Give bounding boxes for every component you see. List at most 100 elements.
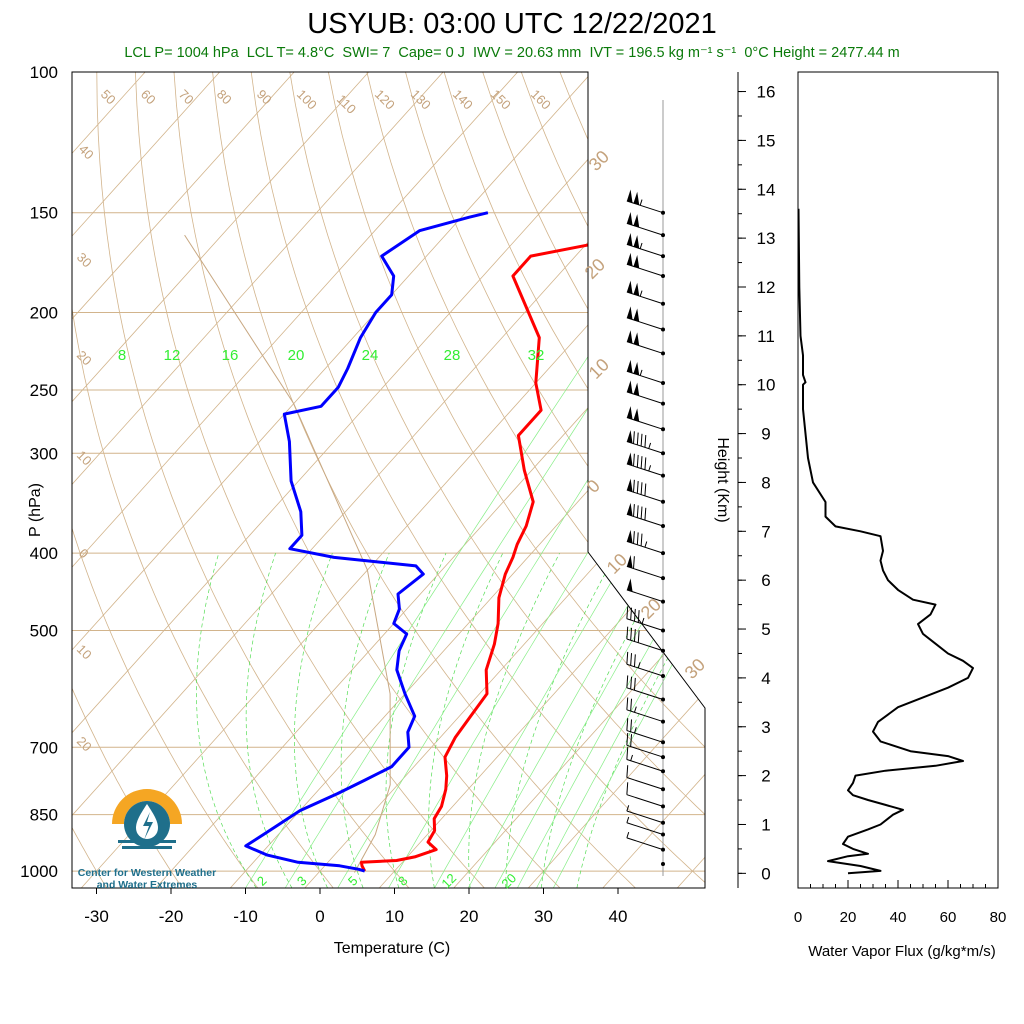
height-tick-label: 12 (757, 278, 776, 297)
dry-adiabat-label: 60 (138, 87, 159, 108)
y-tick-label: 500 (30, 622, 58, 641)
dry-adiabat-line (173, 72, 561, 888)
cape: Cape= 0 J (398, 45, 465, 61)
barb-shaft (626, 618, 664, 632)
barb-flag (626, 359, 633, 374)
barb-flag (633, 254, 640, 269)
barb-full (633, 677, 636, 691)
wind-barb (626, 380, 665, 406)
dry-adiabat-line (753, 72, 1024, 888)
barb-full (640, 456, 643, 469)
wind-barb (626, 765, 665, 792)
dry-adiabat-line (830, 72, 1024, 888)
barb-half (626, 816, 630, 823)
height-tick-label: 4 (761, 669, 770, 688)
barb-full (630, 627, 633, 641)
height-tick-label: 15 (757, 131, 776, 150)
y-tick-label: 400 (30, 544, 58, 563)
y-tick-label: 700 (30, 738, 58, 757)
mixing-ratio-line (536, 353, 705, 888)
barb-full (630, 676, 633, 690)
wind-barb (626, 330, 665, 356)
flux-x-tick-label: 80 (990, 909, 1007, 926)
isotherm-line (72, 72, 220, 888)
wind-barb (626, 252, 665, 278)
wind-barbs (626, 100, 665, 876)
skew-t-profiles (184, 211, 698, 873)
y-tick-label: 850 (30, 806, 58, 825)
barb-full (630, 607, 633, 621)
wind-barb (626, 732, 665, 760)
barb-full (626, 651, 629, 665)
mixing-ratio-line (284, 353, 625, 888)
wind-barb (626, 478, 665, 504)
barb-shaft (626, 341, 664, 354)
dry-adiabat-line (366, 72, 705, 888)
isotherm-line (752, 72, 1024, 888)
barb-full (640, 433, 643, 447)
flux-x-tick-label: 20 (840, 909, 857, 926)
barb-shaft (626, 638, 664, 652)
y-tick-label: 300 (30, 444, 58, 463)
dry-adiabat-line (636, 72, 705, 888)
isotherm-label: 20 (637, 595, 665, 623)
isotherm-line (72, 72, 667, 888)
isotherm-line (80, 72, 705, 888)
height-tick-label: 3 (761, 718, 770, 737)
zero-c-height: 0°C Height = 2477.44 m (744, 45, 900, 61)
barb-full (644, 507, 647, 521)
dry-adiabat-label: 10 (74, 448, 95, 469)
dry-adiabat-label: 140 (450, 87, 476, 113)
barb-half (633, 727, 637, 734)
barb-full (644, 483, 647, 496)
isotherm-line (0, 72, 71, 888)
isotherm-line (72, 72, 518, 888)
wind-barb (626, 718, 665, 745)
height-tick-label: 5 (761, 620, 770, 639)
barb-full (640, 533, 643, 547)
barb-flag (626, 478, 633, 492)
wind-barb (626, 555, 665, 581)
barb-flag (626, 211, 633, 226)
wind-barb (626, 406, 665, 432)
barb-shaft (626, 417, 664, 430)
dry-adiabat-label: 30 (74, 250, 95, 271)
barb-full (633, 608, 636, 622)
barb-shaft (626, 565, 664, 579)
dry-adiabat-label: 70 (176, 87, 197, 108)
x-tick-label: -20 (159, 907, 184, 926)
parcel-path (184, 234, 391, 873)
barb-full (626, 718, 629, 731)
barb-full (636, 432, 639, 445)
wind-barb (626, 675, 665, 702)
barb-shaft (626, 687, 664, 701)
y-axis-label: P (hPa) (27, 483, 44, 537)
isotherm-line (72, 72, 593, 888)
mixing-ratio-label: 28 (444, 347, 461, 364)
barb-full (633, 654, 636, 667)
barb-shaft (626, 822, 664, 835)
moist-adiabat-line (294, 552, 333, 888)
chart-title: USYUB: 03:00 UTC 12/22/2021 (307, 8, 717, 40)
barb-full (636, 532, 639, 545)
barb-shaft (626, 709, 664, 723)
barb-full (636, 505, 639, 518)
wind-barb (626, 782, 665, 809)
wind-barb (626, 452, 665, 478)
isotherm-label: 20 (581, 255, 609, 283)
y-tick-label: 200 (30, 304, 58, 323)
barb-full (633, 453, 635, 467)
x-tick-label: 20 (460, 907, 479, 926)
barb-half (644, 541, 648, 548)
mixing-ratio-line (245, 353, 591, 888)
barb-half (641, 617, 645, 624)
isotherm-line (453, 72, 705, 888)
barb-shaft (626, 759, 664, 772)
barb-full (633, 629, 636, 642)
barb-full (636, 481, 639, 494)
mixing-ratio-label: 32 (528, 347, 545, 364)
barb-full (637, 630, 640, 643)
moist-adiabat-line (245, 552, 293, 888)
wind-barb (626, 502, 665, 529)
barb-full (626, 765, 629, 778)
